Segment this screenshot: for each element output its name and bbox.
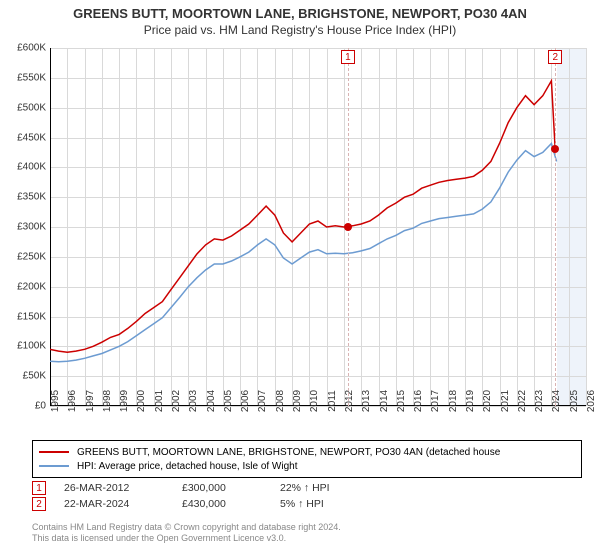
x-tick-label: 2001 [154, 390, 165, 412]
x-tick-label: 2008 [275, 390, 286, 412]
sale-1-diff: 22% ↑ HPI [280, 482, 380, 494]
y-tick-label: £300K [6, 222, 46, 233]
x-tick-label: 1996 [67, 390, 78, 412]
legend-swatch-hpi [39, 465, 69, 467]
x-tick-label: 2015 [396, 390, 407, 412]
x-tick-label: 2000 [136, 390, 147, 412]
x-tick-label: 1997 [85, 390, 96, 412]
x-tick-label: 2023 [534, 390, 545, 412]
x-tick-label: 2022 [517, 390, 528, 412]
y-tick-label: £100K [6, 341, 46, 352]
y-tick-label: £550K [6, 72, 46, 83]
legend: GREENS BUTT, MOORTOWN LANE, BRIGHSTONE, … [32, 440, 582, 478]
y-tick-label: £450K [6, 132, 46, 143]
sales-row-2: 2 22-MAR-2024 £430,000 5% ↑ HPI [32, 496, 380, 512]
plot-region: £0£50K£100K£150K£200K£250K£300K£350K£400… [50, 48, 586, 406]
sale-marker-box: 2 [548, 50, 562, 64]
legend-label-property: GREENS BUTT, MOORTOWN LANE, BRIGHSTONE, … [77, 447, 500, 458]
y-tick-label: £350K [6, 192, 46, 203]
sale-guide-line [555, 48, 556, 406]
x-tick-label: 1995 [50, 390, 61, 412]
x-tick-label: 2002 [171, 390, 182, 412]
y-tick-label: £250K [6, 251, 46, 262]
sale-marker-1-icon: 1 [32, 481, 46, 495]
x-tick-label: 2026 [586, 390, 597, 412]
sale-1-date: 26-MAR-2012 [64, 482, 164, 494]
x-tick-label: 2011 [327, 390, 338, 412]
x-tick-label: 2016 [413, 390, 424, 412]
sale-marker-box: 1 [341, 50, 355, 64]
sale-2-date: 22-MAR-2024 [64, 498, 164, 510]
sale-1-price: £300,000 [182, 482, 262, 494]
legend-swatch-property [39, 451, 69, 453]
legend-label-hpi: HPI: Average price, detached house, Isle… [77, 461, 298, 472]
x-tick-label: 2017 [430, 390, 441, 412]
footnote-line-1: Contains HM Land Registry data © Crown c… [32, 522, 341, 533]
chart-subtitle: Price paid vs. HM Land Registry's House … [0, 23, 600, 37]
x-tick-label: 1999 [119, 390, 130, 412]
sale-2-diff: 5% ↑ HPI [280, 498, 380, 510]
chart-title: GREENS BUTT, MOORTOWN LANE, BRIGHSTONE, … [0, 6, 600, 21]
series-property [50, 81, 555, 353]
x-tick-label: 2020 [482, 390, 493, 412]
y-tick-label: £150K [6, 311, 46, 322]
grid-v [586, 48, 587, 406]
x-tick-label: 2004 [206, 390, 217, 412]
footnote: Contains HM Land Registry data © Crown c… [32, 522, 341, 545]
x-tick-label: 2018 [448, 390, 459, 412]
x-tick-label: 1998 [102, 390, 113, 412]
y-tick-label: £0 [6, 401, 46, 412]
sale-2-price: £430,000 [182, 498, 262, 510]
line-series-svg [50, 48, 586, 406]
x-tick-label: 2007 [257, 390, 268, 412]
sales-row-1: 1 26-MAR-2012 £300,000 22% ↑ HPI [32, 480, 380, 496]
legend-item-property: GREENS BUTT, MOORTOWN LANE, BRIGHSTONE, … [39, 445, 575, 459]
x-tick-label: 2019 [465, 390, 476, 412]
x-tick-label: 2003 [188, 390, 199, 412]
x-tick-label: 2021 [500, 390, 511, 412]
x-tick-label: 2005 [223, 390, 234, 412]
y-tick-label: £600K [6, 43, 46, 54]
x-tick-label: 2013 [361, 390, 372, 412]
x-tick-label: 2006 [240, 390, 251, 412]
sale-dot-icon [344, 223, 352, 231]
x-tick-label: 2014 [379, 390, 390, 412]
sale-marker-2-icon: 2 [32, 497, 46, 511]
chart-area: £0£50K£100K£150K£200K£250K£300K£350K£400… [50, 48, 586, 406]
y-tick-label: £400K [6, 162, 46, 173]
y-tick-label: £500K [6, 102, 46, 113]
x-tick-label: 2024 [551, 390, 562, 412]
x-tick-label: 2009 [292, 390, 303, 412]
x-tick-label: 2010 [309, 390, 320, 412]
sales-table: 1 26-MAR-2012 £300,000 22% ↑ HPI 2 22-MA… [32, 480, 380, 512]
y-tick-label: £200K [6, 281, 46, 292]
footnote-line-2: This data is licensed under the Open Gov… [32, 533, 341, 544]
sale-dot-icon [551, 145, 559, 153]
x-tick-label: 2025 [569, 390, 580, 412]
legend-item-hpi: HPI: Average price, detached house, Isle… [39, 459, 575, 473]
x-tick-label: 2012 [344, 390, 355, 412]
y-tick-label: £50K [6, 371, 46, 382]
title-block: GREENS BUTT, MOORTOWN LANE, BRIGHSTONE, … [0, 0, 600, 39]
